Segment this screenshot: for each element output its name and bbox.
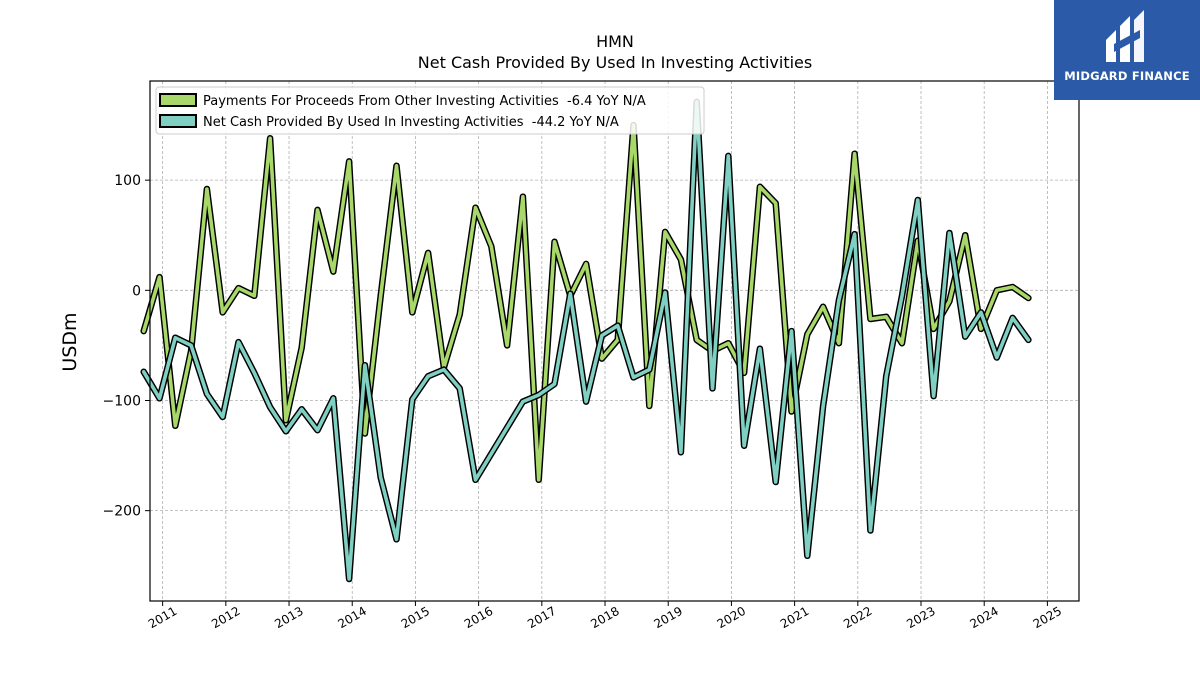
series-0-outline: [140, 121, 1032, 484]
y-axis-label: USDm: [59, 312, 81, 371]
x-tick-label: 2013: [272, 604, 305, 631]
y-tick-label: 0: [132, 283, 141, 299]
brand-name: MIDGARD FINANCE: [1064, 69, 1190, 83]
x-tick-label: 2025: [1031, 604, 1064, 631]
chart-subtitle: Net Cash Provided By Used In Investing A…: [418, 53, 812, 72]
x-tick-label: 2011: [146, 604, 179, 631]
legend-label-1: Net Cash Provided By Used In Investing A…: [203, 115, 619, 130]
y-axis: 100 0 −100 −200: [103, 173, 150, 520]
series-1-line: [141, 100, 1031, 581]
x-tick-label: 2022: [841, 604, 874, 631]
legend: Payments For Proceeds From Other Investi…: [155, 86, 705, 135]
plot-frame: [149, 80, 1080, 602]
midgard-logo-icon: [1106, 10, 1144, 62]
y-tick-label: −100: [103, 393, 141, 409]
x-tick-label: 2018: [588, 604, 621, 631]
legend-box: [155, 86, 705, 135]
x-tick-label: 2019: [651, 604, 684, 631]
legend-swatch-0: [159, 93, 197, 107]
x-tick-label: 2024: [967, 604, 1000, 631]
x-tick-label: 2023: [904, 604, 937, 631]
legend-swatch-1: [159, 114, 197, 128]
x-tick-label: 2014: [336, 604, 369, 631]
chart-title: HMN: [596, 32, 634, 51]
brand-logo: MIDGARD FINANCE: [1054, 0, 1200, 100]
x-tick-label: 2017: [525, 604, 558, 631]
series-1-outline: [140, 98, 1032, 583]
series-layer: [140, 98, 1032, 583]
x-tick-label: 2020: [715, 604, 748, 631]
y-tick-label: 100: [114, 173, 141, 189]
x-axis: 2011 2012 2013 2014 2015 2016 2017 2018 2019 2020…: [146, 601, 1064, 631]
y-tick-label: −200: [103, 504, 141, 520]
x-tick-label: 2015: [399, 604, 432, 631]
x-tick-label: 2021: [778, 604, 811, 631]
x-tick-label: 2012: [209, 604, 242, 631]
legend-label-0: Payments For Proceeds From Other Investi…: [203, 94, 646, 109]
x-tick-label: 2016: [462, 604, 495, 631]
series-0-line: [141, 123, 1031, 482]
